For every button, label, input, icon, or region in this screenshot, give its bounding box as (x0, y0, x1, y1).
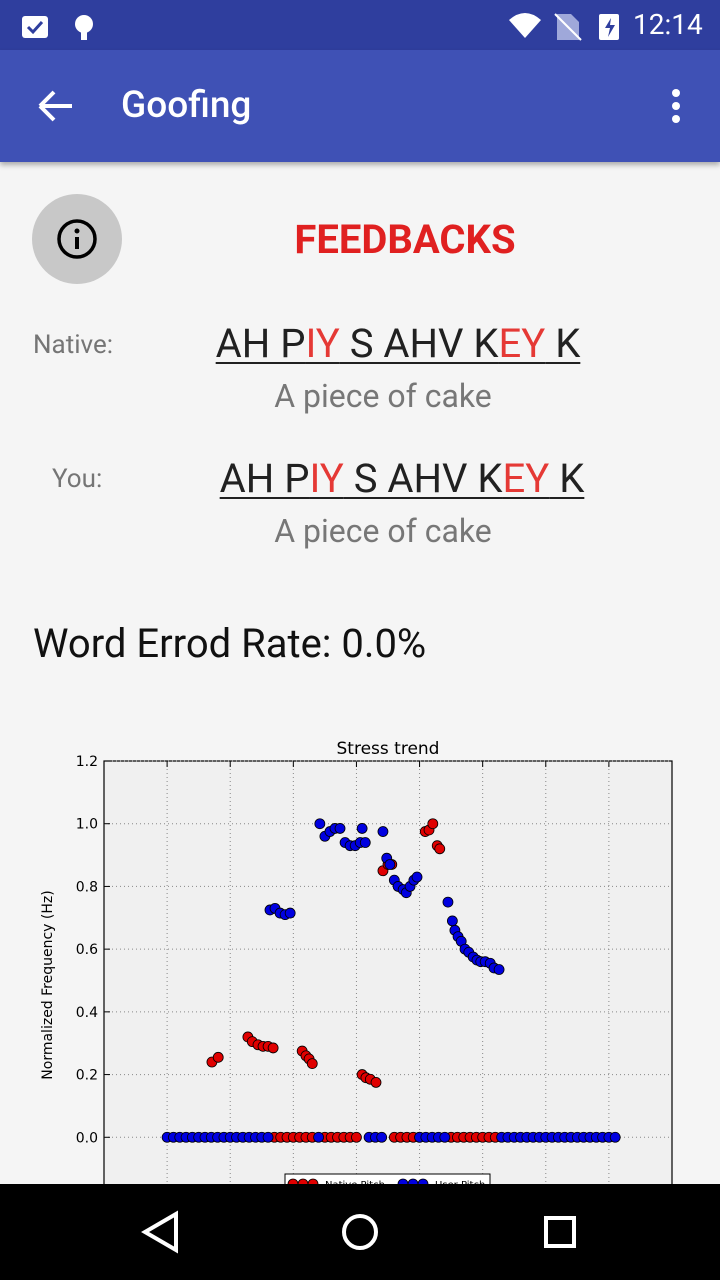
point (493, 964, 505, 975)
native-label: Native: (33, 330, 114, 360)
legend-marker (407, 1178, 419, 1184)
point (446, 915, 458, 927)
legend-marker (307, 1178, 319, 1184)
plot-area (103, 760, 673, 1184)
clock: 12:14 (633, 8, 703, 41)
point (267, 1042, 279, 1054)
y-tick-label: 1.2 (76, 754, 98, 770)
user-phonemes: AH PIY S AHV KEY K (220, 455, 585, 502)
y-axis-label: Normalized Frequency (Hz) (40, 890, 56, 1079)
y-tick-label: 0.4 (76, 1005, 98, 1021)
phoneme-segment: S AHV K (339, 320, 499, 367)
point (439, 1131, 451, 1143)
phoneme-segment: K (545, 320, 581, 367)
point (306, 1058, 318, 1069)
back-button[interactable] (36, 88, 76, 124)
legend-marker (297, 1178, 309, 1184)
legend-marker (287, 1178, 299, 1184)
user-phrase: A piece of cake (274, 512, 492, 550)
y-tick-label: 0.8 (76, 879, 98, 895)
phoneme-segment: IY (305, 320, 340, 367)
point (359, 837, 371, 848)
point (384, 859, 396, 870)
point (434, 843, 446, 855)
y-tick-label: 0.2 (76, 1068, 98, 1084)
native-phonemes: AH PIY S AHV KEY K (216, 320, 581, 367)
status-bar: 12:14 (0, 0, 720, 50)
point (262, 1131, 274, 1143)
navigation-bar (0, 1184, 720, 1280)
status-icons (22, 15, 93, 40)
legend-marker (417, 1178, 429, 1184)
status-indicators (509, 13, 619, 41)
native-phrase: A piece of cake (274, 377, 492, 415)
phoneme-segment: EY (502, 455, 550, 502)
phoneme-segment: AH P (215, 320, 306, 367)
point (376, 1131, 388, 1143)
point (411, 871, 423, 883)
phoneme-segment: EY (498, 320, 546, 367)
info-button[interactable] (32, 194, 122, 284)
point (609, 1131, 621, 1143)
point (212, 1051, 224, 1063)
nav-buttons (141, 1210, 576, 1254)
phoneme-segment: IY (309, 455, 344, 502)
legend-label: Native Pitch (325, 1180, 385, 1184)
point (370, 1077, 382, 1088)
point (351, 1131, 362, 1143)
feedback-title: FEEDBACKS (294, 216, 516, 263)
point (442, 896, 454, 908)
chart-title: Stress trend (337, 739, 440, 759)
nav-recents[interactable] (544, 1216, 576, 1248)
point (313, 1131, 324, 1143)
y-tick-label: 1.0 (76, 817, 98, 833)
stress-chart: Stress trend Normalized Frequency (Hz) 0… (0, 700, 720, 1184)
legend-marker (397, 1178, 409, 1184)
phoneme-segment: S AHV K (343, 455, 503, 502)
phoneme-segment: K (549, 455, 585, 502)
nav-back[interactable] (141, 1210, 178, 1254)
nav-home[interactable] (342, 1214, 378, 1250)
legend-box (284, 1173, 491, 1184)
phoneme-segment: AH P (219, 455, 310, 502)
point (427, 818, 439, 830)
legend-label: User Pitch (435, 1180, 485, 1184)
point (284, 907, 296, 919)
word-error-rate: Word Errod Rate: 0.0% (33, 620, 427, 667)
point (377, 826, 389, 837)
app-bar: Goofing (0, 50, 720, 162)
point (314, 818, 326, 830)
overflow-menu[interactable] (666, 88, 686, 128)
app-title: Goofing (121, 84, 252, 127)
user-label: You: (52, 464, 103, 494)
point (356, 823, 368, 834)
point (334, 823, 346, 834)
y-tick-label: 0.6 (76, 942, 98, 958)
y-tick-label: 0.0 (76, 1130, 98, 1146)
